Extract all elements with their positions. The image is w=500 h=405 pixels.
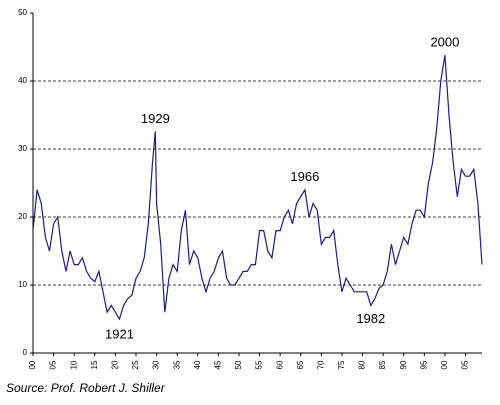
y-tick-label: 40 <box>18 76 27 85</box>
x-tick-label: 50 <box>234 360 243 369</box>
x-tick-label: 40 <box>193 360 202 369</box>
y-tick-label: 20 <box>18 212 27 221</box>
x-tick-label: 00 <box>28 360 37 369</box>
x-tick-label: 80 <box>358 360 367 369</box>
x-tick-label: 70 <box>316 360 325 369</box>
annotation: 1982 <box>356 311 385 326</box>
x-tick-label: 60 <box>275 360 284 369</box>
x-tick-label: 05 <box>461 360 470 369</box>
data-line <box>32 55 483 321</box>
y-tick-label: 0 <box>23 348 28 357</box>
x-tick-label: 20 <box>110 360 119 369</box>
annotation: 1966 <box>290 169 319 184</box>
y-tick-label: 30 <box>18 144 27 153</box>
annotation: 2000 <box>430 35 459 50</box>
x-tick-label: 75 <box>337 360 346 369</box>
x-tick-label: 00 <box>440 360 449 369</box>
annotation: 1929 <box>141 111 170 126</box>
x-tick-label: 35 <box>172 360 181 369</box>
x-tick-label: 30 <box>152 360 161 369</box>
annotation: 1921 <box>105 326 134 341</box>
x-tick-label: 55 <box>255 360 264 369</box>
y-tick-label: 50 <box>18 8 27 17</box>
x-tick-label: 10 <box>69 360 78 369</box>
x-tick-label: 65 <box>296 360 305 369</box>
x-tick-label: 85 <box>378 360 387 369</box>
x-tick-label: 15 <box>90 360 99 369</box>
source: Source: Prof. Robert J. Shiller <box>6 381 166 395</box>
y-tick-label: 10 <box>18 280 27 289</box>
x-tick-label: 90 <box>399 360 408 369</box>
x-tick-label: 05 <box>49 360 58 369</box>
x-tick-label: 45 <box>213 360 222 369</box>
x-tick-label: 95 <box>419 360 428 369</box>
x-tick-label: 25 <box>131 360 140 369</box>
